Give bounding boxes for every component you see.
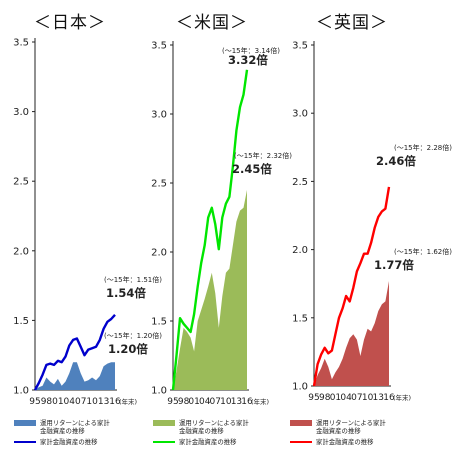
legend-usa: 運用リターンによる家計 金融資産の推移 家計金融資産の推移 (153, 419, 249, 449)
y-tick-label-usa-4: 3.0 (151, 110, 167, 121)
legend-swatch-area-japan (14, 420, 36, 426)
y-tick-label-uk-5: 3.5 (292, 41, 308, 52)
legend-label-area-japan-1: 運用リターンによる家計 (40, 419, 110, 427)
legend-label-area-japan-2: 金融資産の推移 (40, 427, 85, 435)
y-tick-label-uk-1: 1.5 (292, 313, 308, 324)
legend-japan: 運用リターンによる家計 金融資産の推移 家計金融資産の推移 (14, 419, 110, 449)
x-tick-label-uk-4: 07 (351, 393, 362, 403)
x-tick-label-japan-1: 98 (41, 397, 53, 407)
x-tick-label-usa-0: 95 (167, 397, 178, 407)
chart-title-uk: ＜英国＞ (316, 13, 388, 33)
area-series-uk (314, 281, 389, 386)
x-tick-label-usa-4: 07 (210, 397, 221, 407)
chart-title-usa: ＜米国＞ (176, 13, 248, 33)
x-tick-label-japan-2: 01 (52, 397, 63, 407)
x-tick-label-japan-7: 16 (109, 397, 121, 407)
legend-entry-area-uk: 運用リターンによる家計 金融資産の推移 (290, 419, 386, 435)
x-tick-label-uk-7: 16 (383, 393, 395, 403)
annotation-note-japan-1: (～15年：1.20倍) (104, 331, 162, 340)
x-tick-label-uk-6: 13 (373, 393, 384, 403)
x-tick-label-usa-7: 16 (241, 397, 253, 407)
x-tick-label-uk-1: 98 (319, 393, 331, 403)
annotation-value-uk-0: 2.46倍 (376, 154, 416, 168)
y-tick-label-usa-5: 3.5 (151, 41, 167, 52)
x-tick-label-japan-5: 10 (86, 397, 98, 407)
y-tick-label-japan-4: 3.0 (13, 107, 29, 118)
legend-entry-line-japan: 家計金融資産の推移 (14, 438, 110, 446)
x-tick-label-japan-6: 13 (98, 397, 109, 407)
x-tick-label-usa-2: 01 (188, 397, 199, 407)
legend-uk: 運用リターンによる家計 金融資産の推移 家計金融資産の推移 (290, 419, 386, 449)
x-tick-label-uk-2: 01 (330, 393, 341, 403)
legend-swatch-area-usa (153, 420, 175, 426)
x-tick-label-uk-3: 04 (340, 393, 352, 403)
legend-entry-area-usa: 運用リターンによる家計 金融資産の推移 (153, 419, 249, 435)
chart-title-japan: ＜日本＞ (34, 13, 106, 33)
legend-label-area-usa-2: 金融資産の推移 (179, 427, 224, 435)
y-tick-label-japan-2: 2.0 (13, 246, 29, 257)
annotation-value-usa-1: 2.45倍 (232, 162, 272, 176)
legend-swatch-line-usa (153, 441, 175, 443)
legend-entry-line-uk: 家計金融資産の推移 (290, 438, 386, 446)
y-tick-label-uk-2: 2.0 (292, 245, 308, 256)
y-tick-label-japan-5: 3.5 (13, 38, 29, 49)
legend-swatch-line-uk (290, 441, 312, 443)
annotation-note-usa-0: (～15年：3.14倍) (222, 46, 280, 55)
legend-swatch-area-uk (290, 420, 312, 426)
x-tick-label-usa-5: 10 (220, 397, 232, 407)
y-tick-label-japan-0: 1.0 (13, 386, 29, 397)
legend-label-area-uk-2: 金融資産の推移 (316, 427, 361, 435)
legend-entry-line-usa: 家計金融資産の推移 (153, 438, 249, 446)
legend-swatch-line-japan (14, 441, 36, 443)
area-series-japan (35, 362, 115, 390)
y-tick-label-usa-1: 1.5 (151, 317, 167, 328)
y-tick-label-uk-3: 2.5 (292, 177, 308, 188)
line-series-japan (33, 313, 116, 391)
annotation-note-usa-1: (～15年：2.32倍) (234, 151, 292, 160)
line-series-usa (171, 69, 249, 391)
x-tick-label-japan-0: 95 (29, 397, 40, 407)
annotation-value-japan-0: 1.54倍 (106, 286, 146, 300)
x-axis-unit-usa: (年末) (251, 397, 269, 406)
legend-label-area-usa-1: 運用リターンによる家計 (179, 419, 249, 427)
legend-label-line-japan: 家計金融資産の推移 (40, 438, 98, 446)
y-tick-label-usa-0: 1.0 (151, 386, 167, 397)
legend-entry-area-japan: 運用リターンによる家計 金融資産の推移 (14, 419, 110, 435)
y-tick-label-uk-4: 3.0 (292, 109, 308, 120)
legend-label-area-uk-1: 運用リターンによる家計 (316, 419, 386, 427)
area-series-usa (173, 189, 247, 390)
annotation-value-uk-1: 1.77倍 (374, 258, 414, 272)
annotation-note-uk-1: (～15年：1.62倍) (394, 247, 452, 256)
annotation-note-japan-0: (～15年：1.51倍) (104, 275, 162, 284)
annotation-value-japan-1: 1.20倍 (108, 342, 148, 356)
legend-label-line-uk: 家計金融資産の推移 (316, 438, 374, 446)
x-tick-label-japan-3: 04 (64, 397, 76, 407)
x-tick-label-usa-3: 04 (199, 397, 211, 407)
x-axis-unit-japan: (年末) (119, 397, 137, 406)
legend-label-line-usa: 家計金融資産の推移 (179, 438, 237, 446)
line-series-uk (312, 186, 391, 387)
annotation-value-usa-0: 3.32倍 (228, 53, 268, 67)
x-axis-unit-uk: (年末) (393, 393, 411, 402)
x-tick-label-usa-1: 98 (178, 397, 190, 407)
y-tick-label-japan-3: 2.5 (13, 177, 29, 188)
y-tick-label-uk-0: 1.0 (292, 382, 308, 393)
x-tick-label-uk-0: 95 (308, 393, 319, 403)
x-tick-label-uk-5: 10 (362, 393, 374, 403)
y-tick-label-japan-1: 1.5 (13, 316, 29, 327)
x-tick-label-usa-6: 13 (231, 397, 242, 407)
x-tick-label-japan-4: 07 (75, 397, 86, 407)
y-tick-label-usa-2: 2.0 (151, 248, 167, 259)
annotation-note-uk-0: (～15年：2.28倍) (394, 143, 452, 152)
y-tick-label-usa-3: 2.5 (151, 179, 167, 190)
